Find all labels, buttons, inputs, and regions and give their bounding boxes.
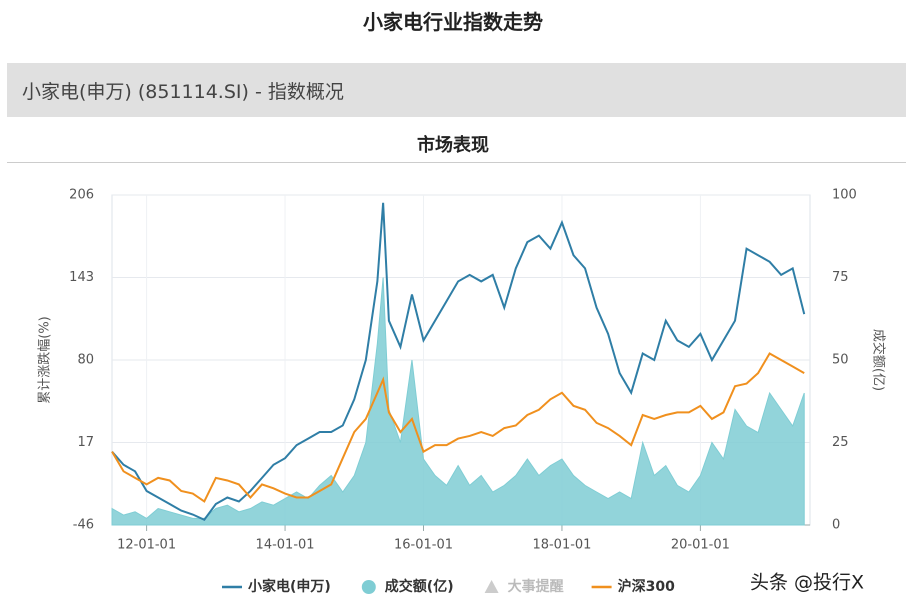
x-tick-label: 12-01-01: [117, 538, 176, 553]
legend-label[interactable]: 小家电(申万): [248, 578, 331, 595]
y-tick-label: 17: [77, 435, 94, 450]
section-rule: [7, 162, 906, 163]
y2-tick-label: 50: [832, 353, 849, 368]
legend-symbol: [361, 580, 376, 594]
legend-label[interactable]: 成交额(亿): [385, 578, 454, 595]
y-tick-label: -46: [73, 518, 94, 533]
legend-label[interactable]: 大事提醒: [508, 578, 564, 595]
y2-tick-label: 25: [832, 435, 849, 450]
header-bar: [7, 63, 906, 117]
series-line: [111, 352, 805, 503]
x-tick-label: 18-01-01: [532, 538, 591, 553]
section-title: 市场表现: [417, 135, 489, 156]
y-axis-label: 累计涨跌幅(%): [37, 316, 53, 404]
y-tick-label: 206: [69, 188, 94, 203]
legend-label[interactable]: 沪深300: [618, 578, 675, 595]
y2-axis-label: 成交额(亿): [871, 329, 887, 391]
header-text: 小家电(申万) (851114.SI) - 指数概况: [22, 81, 344, 103]
volume-area: [111, 277, 805, 526]
y2-tick-label: 0: [832, 518, 840, 533]
y2-tick-label: 75: [832, 270, 849, 285]
y-tick-label: 143: [69, 270, 94, 285]
page-title: 小家电行业指数走势: [363, 10, 543, 34]
watermark: 头条 @投行X: [750, 572, 864, 594]
legend-symbol: [484, 580, 499, 593]
x-tick-label: 16-01-01: [394, 538, 453, 553]
x-tick-label: 14-01-01: [256, 538, 315, 553]
x-tick-label: 20-01-01: [671, 538, 730, 553]
y2-tick-label: 100: [832, 188, 857, 203]
series-line: [111, 202, 806, 522]
y-tick-label: 80: [77, 353, 94, 368]
